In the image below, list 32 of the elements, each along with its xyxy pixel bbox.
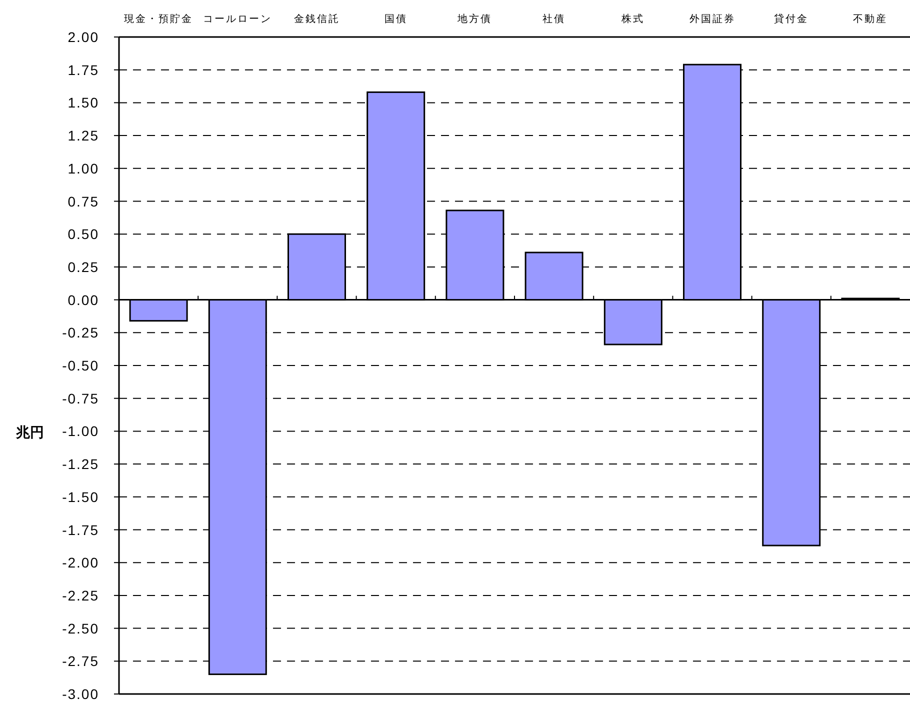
y-axis-title: 兆円 (15, 424, 44, 440)
y-tick-label: 1.75 (68, 62, 99, 78)
y-tick-label: -3.00 (62, 686, 99, 701)
y-tick-label: -0.75 (62, 390, 99, 406)
y-tick-label: -2.50 (62, 620, 99, 636)
y-tick-label: -0.25 (62, 324, 99, 341)
y-tick-label: 0.25 (68, 258, 99, 275)
y-tick-label: 1.00 (68, 160, 99, 176)
x-tick-label: 金銭信託 (294, 13, 340, 25)
y-tick-label: -0.50 (62, 358, 99, 374)
y-tick-label: 0.00 (68, 292, 99, 308)
x-tick-label: 貸付金 (774, 13, 809, 25)
x-tick-label: 外国証券 (689, 13, 736, 25)
y-tick-label: 0.50 (68, 226, 99, 242)
x-tick-label: 株式 (620, 13, 645, 25)
x-tick-label: 国債 (384, 13, 408, 25)
y-tick-label: -1.25 (62, 456, 99, 472)
y-tick-label: -2.25 (62, 587, 99, 604)
y-tick-label: 2.00 (68, 29, 99, 45)
y-tick-label: 1.25 (68, 128, 99, 144)
y-tick-label: 1.50 (68, 94, 99, 111)
y-tick-label: -2.00 (62, 554, 99, 571)
x-tick-label: 地方債 (456, 13, 492, 25)
y-tick-label: -2.75 (62, 653, 99, 670)
x-tick-label: 不動産 (853, 13, 888, 25)
x-tick-label: 現金・預貯金 (124, 13, 194, 25)
y-tick-label: 0.75 (68, 193, 99, 210)
x-tick-label: コールローン (203, 14, 272, 25)
x-tick-label: 社債 (542, 13, 566, 25)
y-tick-label: -1.50 (62, 488, 99, 505)
y-tick-label: -1.00 (62, 423, 99, 440)
y-tick-label: -1.75 (62, 522, 99, 538)
